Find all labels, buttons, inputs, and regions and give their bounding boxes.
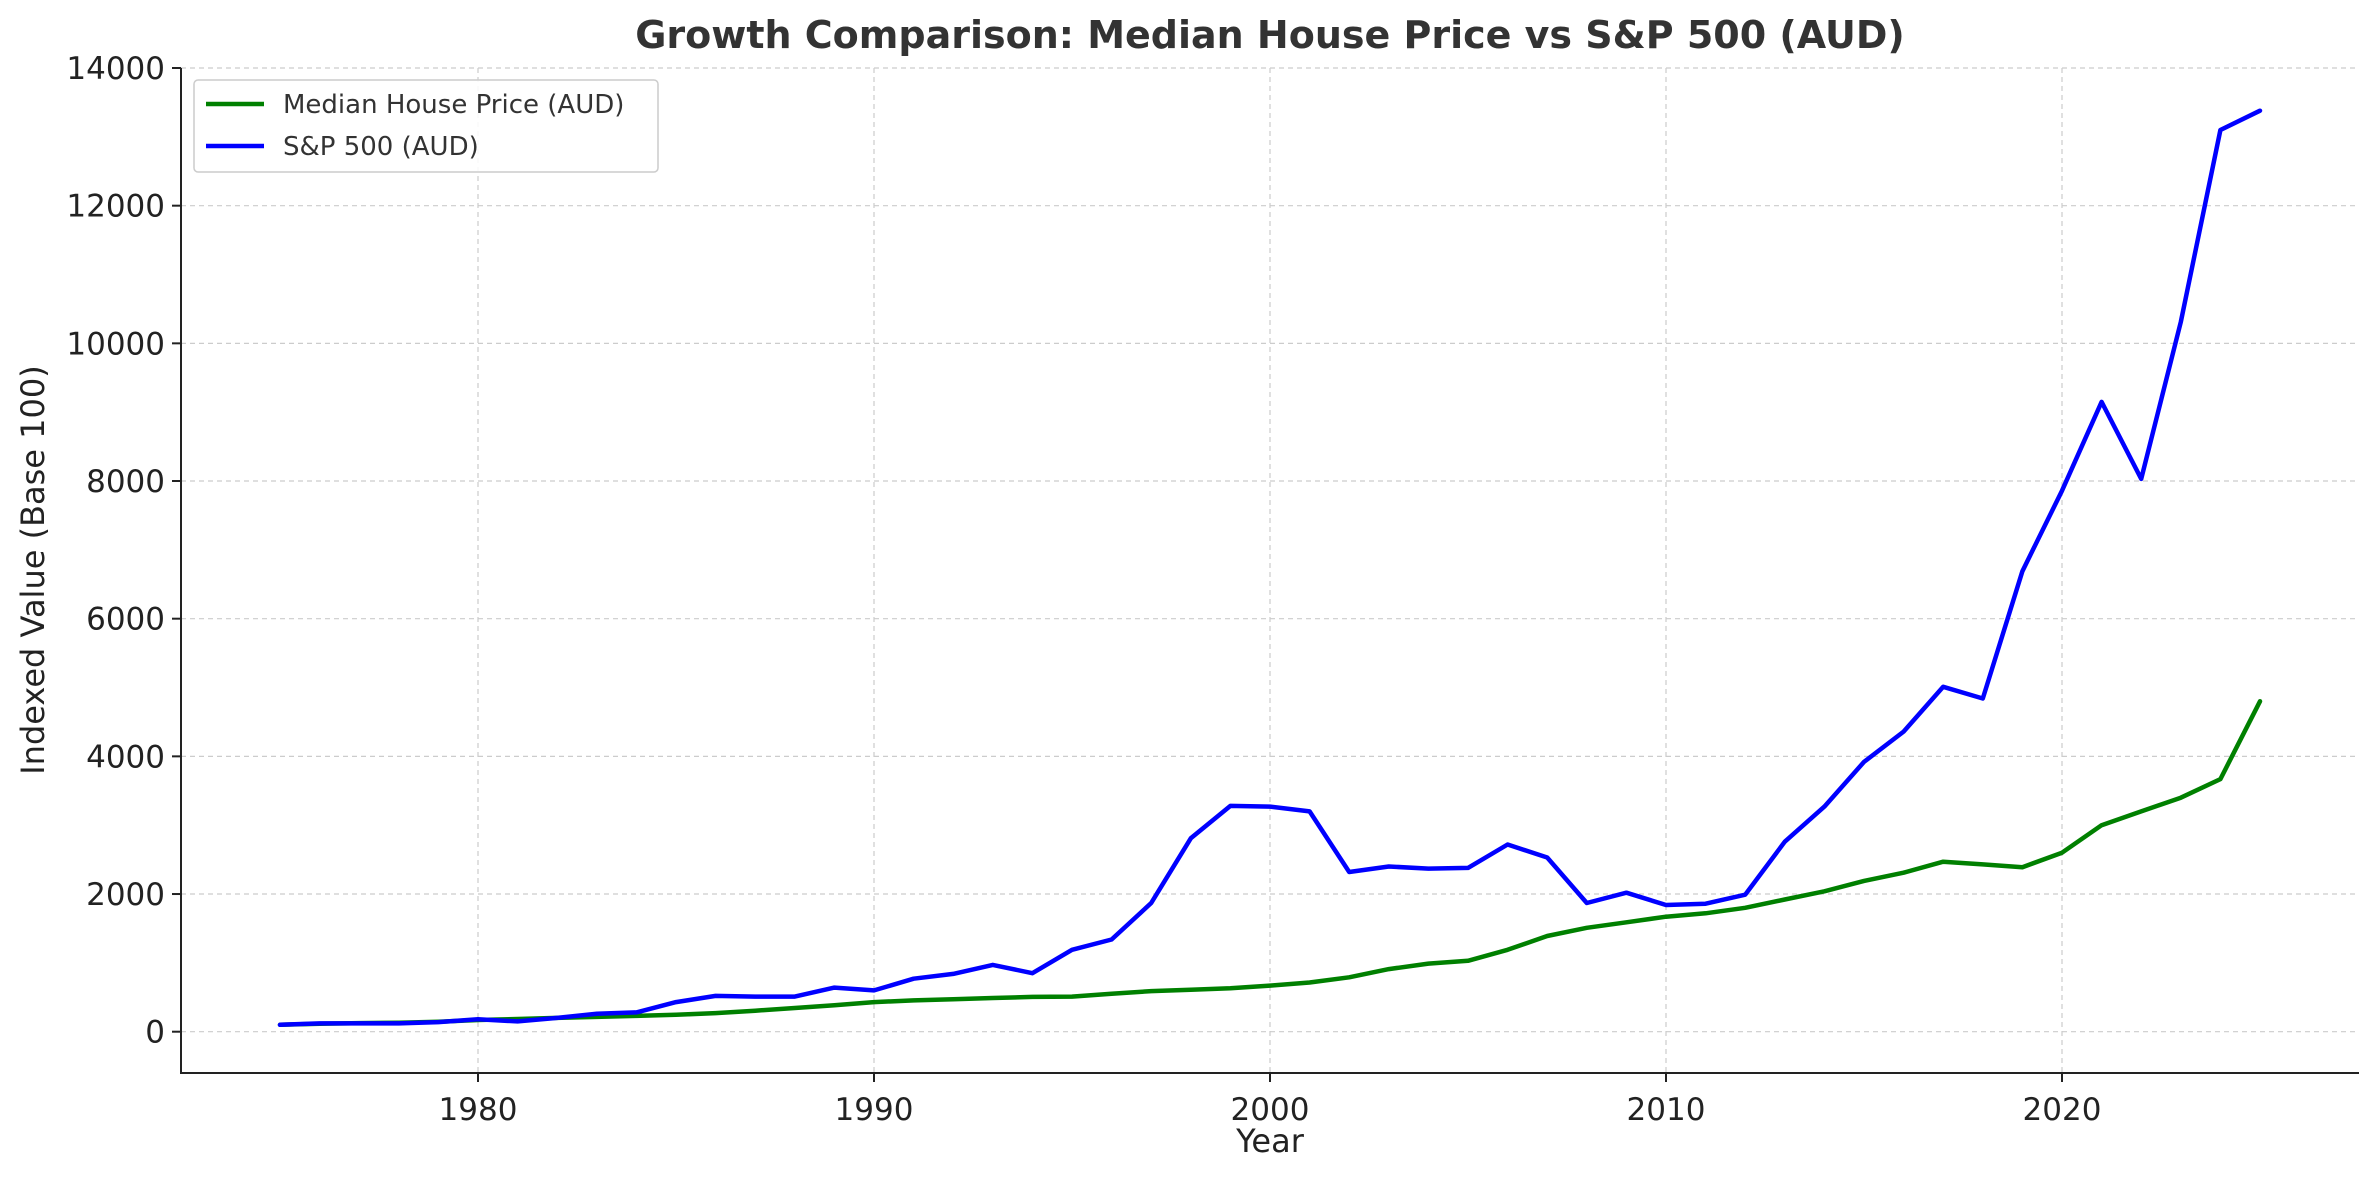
grid xyxy=(181,67,2359,1073)
axis-ticks: 0 2000 4000 6000 8000 10000 12000 14000 1980 1990… xyxy=(66,51,2101,1128)
x-tick-label: 2000 xyxy=(1231,1092,1310,1128)
y-axis-label: Indexed Value (Base 100) xyxy=(14,365,52,774)
y-tick-label: 4000 xyxy=(86,739,165,775)
series-lines xyxy=(277,108,2263,1028)
y-tick-label: 6000 xyxy=(86,602,165,638)
y-tick-label: 14000 xyxy=(66,51,165,87)
x-tick-label: 2020 xyxy=(2023,1092,2102,1128)
x-tick-label: 1980 xyxy=(439,1092,518,1128)
y-tick-label: 8000 xyxy=(86,464,165,500)
x-axis-label: Year xyxy=(1235,1122,1305,1160)
legend-label-house-price: Median House Price (AUD) xyxy=(283,90,624,120)
chart-title: Growth Comparison: Median House Price vs… xyxy=(635,13,1905,57)
legend-box xyxy=(193,79,659,173)
series-line-house-price xyxy=(277,699,2263,1028)
y-tick-label: 2000 xyxy=(86,877,165,913)
legend-label-sp500: S&P 500 (AUD) xyxy=(283,132,479,162)
series-line-sp500 xyxy=(277,108,2263,1028)
y-tick-label: 10000 xyxy=(66,326,165,362)
legend: Median House Price (AUD) S&P 500 (AUD) xyxy=(193,79,659,173)
x-tick-label: 2010 xyxy=(1627,1092,1706,1128)
y-tick-label: 0 xyxy=(145,1015,165,1051)
x-tick-label: 1990 xyxy=(835,1092,914,1128)
y-tick-label: 12000 xyxy=(66,189,165,225)
